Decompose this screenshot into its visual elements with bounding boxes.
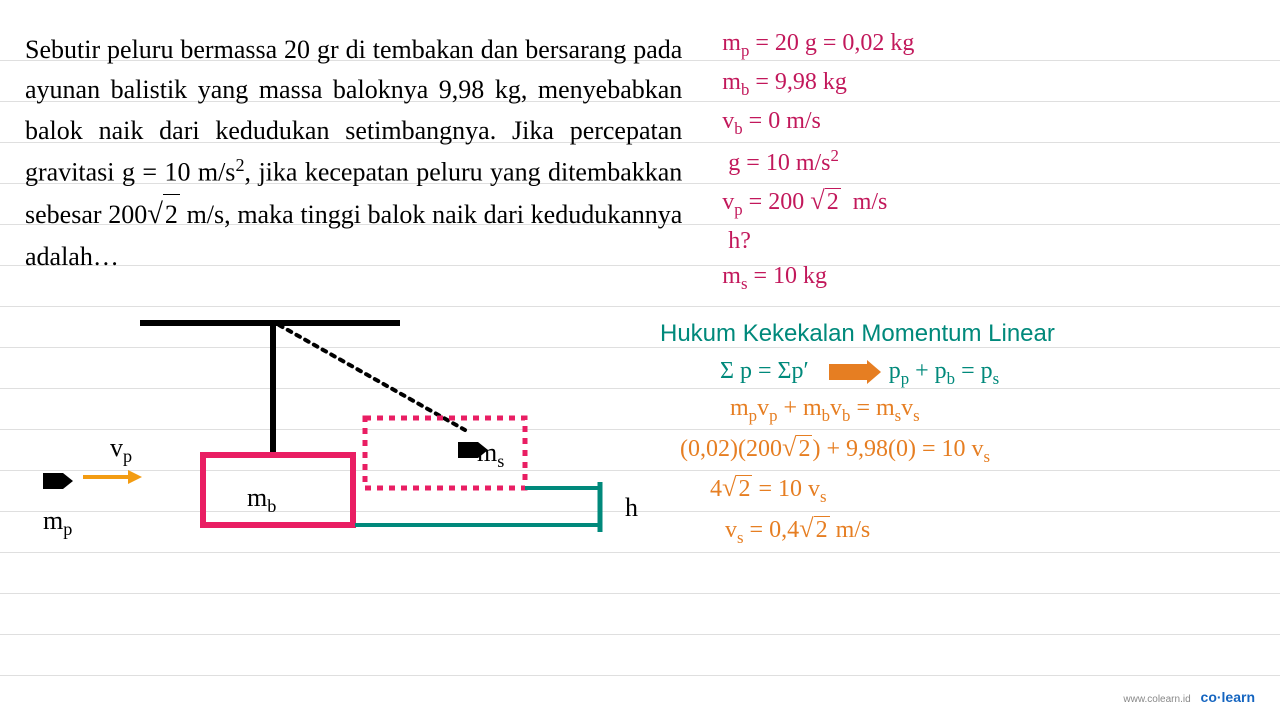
main-content: Sebutir peluru bermassa 20 gr di tembaka…: [0, 0, 1280, 332]
footer-url: www.colearn.id: [1123, 694, 1190, 705]
given-item-1: mb = 9,98 kg: [702, 69, 1255, 100]
implies-arrow-icon: [829, 364, 869, 380]
given-item-3: g = 10 m/s2: [702, 146, 1255, 177]
physics-diagram: vpmpmbmsh: [25, 310, 645, 590]
given-item-6: ms = 10 kg: [702, 263, 1255, 294]
given-item-0: mp = 20 g = 0,02 kg: [702, 30, 1255, 61]
problem-text: Sebutir peluru bermassa 20 gr di tembaka…: [25, 30, 682, 277]
footer-brand: co·learn: [1201, 689, 1255, 705]
work-line-4: vs = 0,4√2 m/s: [660, 513, 1250, 548]
given-column: mp = 20 g = 0,02 kg mb = 9,98 kg vb = 0 m/…: [702, 30, 1255, 302]
work-line-0: Σ p = Σp′ pp + pb = ps: [660, 358, 1250, 389]
footer: www.colearn.id co·learn: [1123, 689, 1255, 705]
diagram-svg: vpmpmbmsh: [25, 310, 665, 590]
solution-work: Hukum Kekekalan Momentum Linear Σ p = Σp…: [660, 320, 1250, 554]
given-item-2: vb = 0 m/s: [702, 108, 1255, 139]
given-item-5: h?: [702, 228, 1255, 255]
work-line-1: mpvp + mbvb = msvs: [660, 395, 1250, 426]
work-line-2: (0,02)(200√2) + 9,98(0) = 10 vs: [660, 432, 1250, 467]
work-line-3: 4√2 = 10 vs: [660, 472, 1250, 507]
given-item-4: vp = 200 √2 m/s: [702, 185, 1255, 220]
work-lines: Σ p = Σp′ pp + pb = ps mpvp + mbvb = msvs…: [660, 358, 1250, 548]
problem-column: Sebutir peluru bermassa 20 gr di tembaka…: [25, 30, 702, 302]
